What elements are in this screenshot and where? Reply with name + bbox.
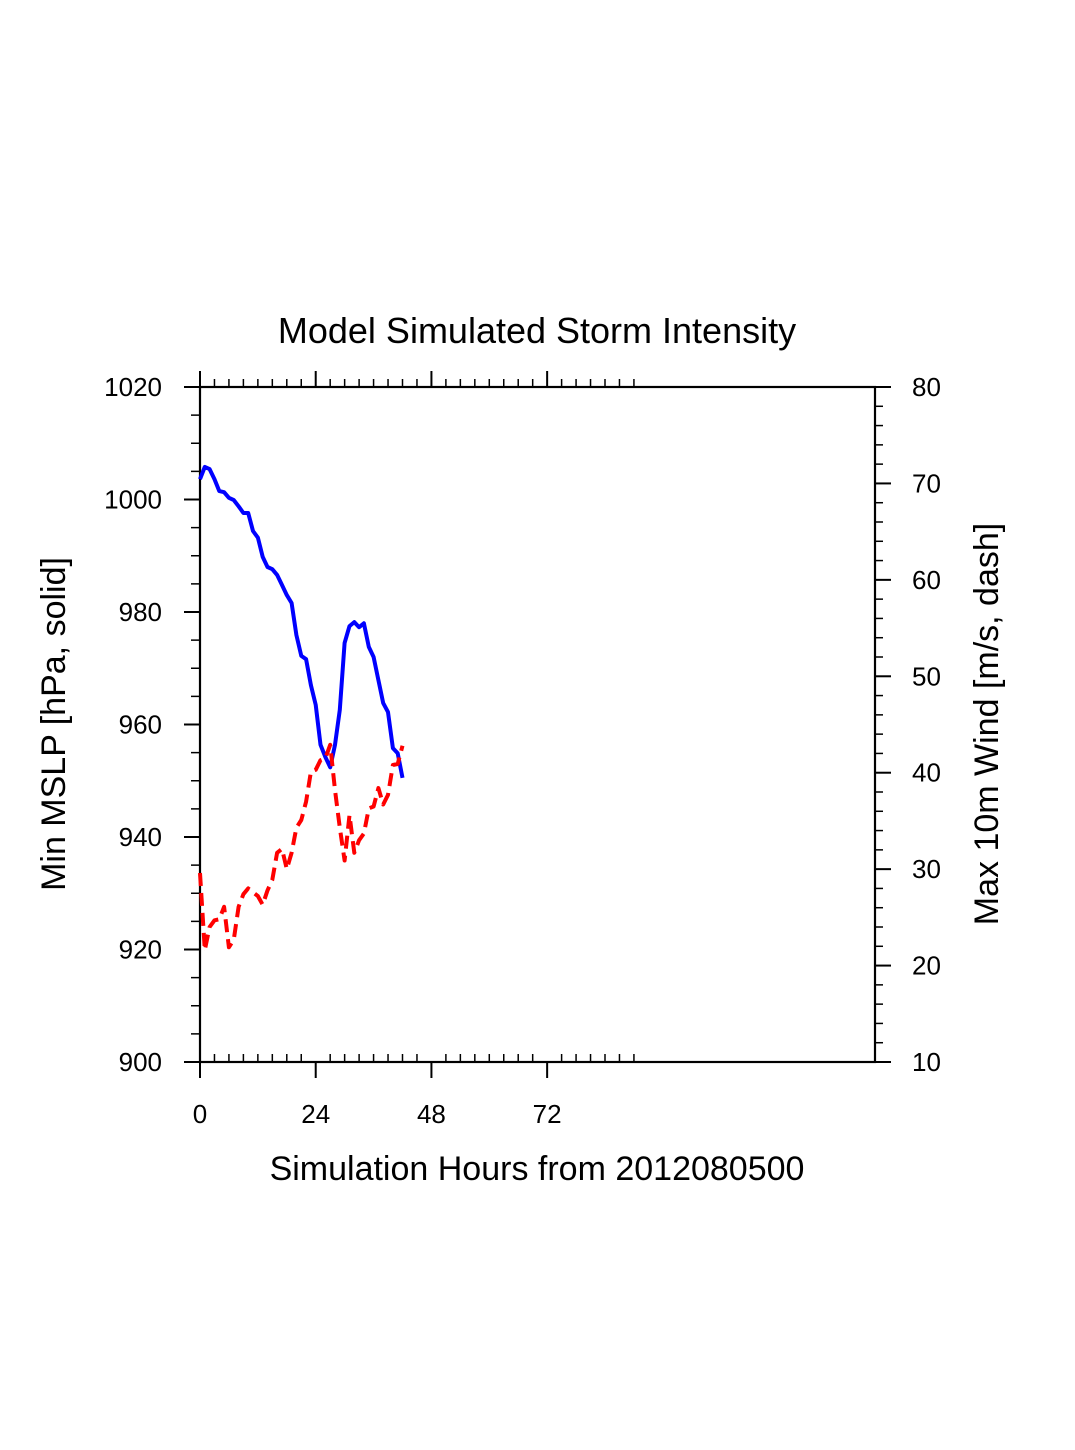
plot-frame	[198, 385, 877, 1064]
x-tick-label: 0	[193, 1099, 207, 1129]
tick-labels: 0 24 48 72900920940960980100010201020304050…	[104, 372, 941, 1129]
x-tick-label: 24	[301, 1099, 330, 1129]
y-right-tick-label: 30	[912, 854, 941, 884]
y-right-tick-label: 10	[912, 1047, 941, 1077]
y-left-tick-label: 940	[119, 822, 162, 852]
y-right-tick-label: 80	[912, 372, 941, 402]
y-left-tick-label: 900	[119, 1047, 162, 1077]
y-right-tick-label: 50	[912, 661, 941, 691]
y-axis-left-label: Min MSLP [hPa, solid]	[35, 557, 73, 891]
axes	[184, 371, 891, 1078]
y-right-tick-label: 60	[912, 565, 941, 595]
y-axis-right-label: Max 10m Wind [m/s, dash]	[968, 523, 1006, 925]
chart-title: Model Simulated Storm Intensity	[278, 310, 796, 351]
mslp-line	[198, 464, 405, 779]
y-right-tick-label: 20	[912, 951, 941, 981]
y-right-tick-label: 40	[912, 758, 941, 788]
y-left-tick-label: 960	[119, 710, 162, 740]
x-tick-label: 72	[533, 1099, 562, 1129]
wind-line	[198, 742, 405, 953]
x-tick-label: 48	[417, 1099, 446, 1129]
y-left-tick-label: 980	[119, 597, 162, 627]
y-left-tick-label: 920	[119, 935, 162, 965]
y-left-tick-label: 1000	[104, 485, 162, 515]
y-left-tick-label: 1020	[104, 372, 162, 402]
x-axis-label: Simulation Hours from 2012080500	[270, 1150, 805, 1188]
y-right-tick-label: 70	[912, 468, 941, 498]
series-group	[198, 464, 405, 953]
